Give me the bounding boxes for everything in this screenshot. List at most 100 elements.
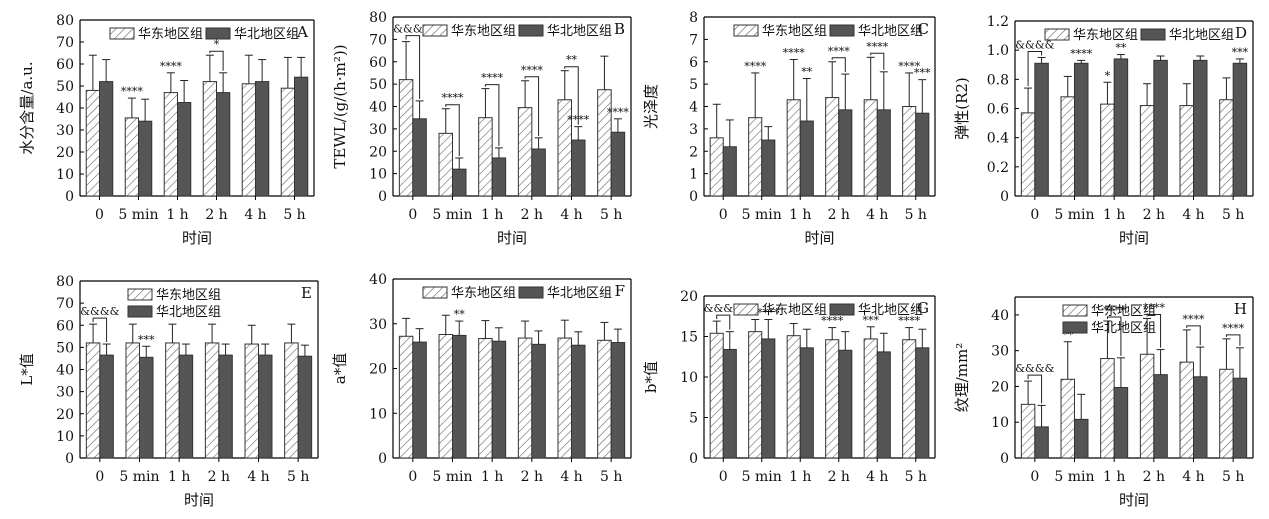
- significance-bracket: [1027, 50, 1043, 87]
- bar-east: [478, 338, 493, 459]
- x-tick-label: 0: [408, 207, 417, 223]
- x-tick-label: 5 min: [432, 469, 472, 485]
- bar-north: [297, 355, 313, 459]
- bar-north: [178, 354, 194, 459]
- y-axis-label: 水分含量/a.u.: [18, 61, 36, 154]
- y-tick-label: 1: [689, 167, 698, 183]
- legend-swatch-north: [205, 27, 231, 40]
- y-tick-label: 40: [369, 272, 387, 288]
- x-tick-label: 4 h: [244, 207, 266, 223]
- x-tick-label: 5 min: [742, 469, 782, 485]
- y-tick-label: 10: [56, 167, 74, 183]
- bar-north: [915, 112, 930, 197]
- bar-east: [709, 332, 724, 459]
- legend-swatch-east: [109, 27, 135, 40]
- legend-label: 华东地区组: [156, 288, 221, 303]
- bar-east: [125, 342, 141, 459]
- x-tick-label: 5 h: [905, 207, 927, 223]
- legend-swatch-north: [1062, 321, 1088, 334]
- legend-swatch-east: [1044, 28, 1070, 41]
- panel-label: H: [1234, 300, 1247, 318]
- bar-north: [1074, 62, 1089, 197]
- bar-east: [825, 97, 840, 197]
- x-tick-label: 2 h: [1143, 469, 1165, 485]
- x-tick-label: 5 min: [118, 207, 158, 223]
- significance-mark: ****: [121, 85, 144, 98]
- x-tick-label: 1 h: [168, 469, 190, 485]
- legend-label: 华北地区组: [234, 27, 299, 42]
- bar-east: [1179, 105, 1194, 197]
- bar-north: [915, 347, 930, 459]
- legend-label: 华北地区组: [1169, 28, 1234, 43]
- bar-north: [138, 120, 153, 197]
- bar-east: [241, 83, 257, 197]
- bar-north: [1074, 418, 1089, 459]
- bar-east: [1020, 112, 1036, 197]
- y-tick-label: 80: [56, 13, 74, 29]
- y-tick-label: 0: [689, 451, 698, 467]
- bar-north: [876, 109, 891, 197]
- x-axis-label: 时间: [182, 229, 212, 247]
- bar-east: [284, 342, 299, 459]
- x-tick-label: 5 min: [119, 469, 159, 485]
- y-axis-label: 弹性(R2): [953, 77, 971, 140]
- significance-mark: ****: [442, 92, 465, 105]
- y-tick-label: 10: [680, 370, 698, 386]
- y-tick-label: 6: [689, 55, 698, 71]
- bar-east: [1060, 378, 1075, 459]
- significance-bracket: [209, 50, 224, 71]
- bar-north: [1113, 58, 1129, 197]
- x-tick-label: 5 min: [742, 207, 782, 223]
- legend-swatch-east: [422, 286, 448, 299]
- significance-bracket: [831, 57, 846, 73]
- x-tick-label: 0: [1030, 207, 1039, 223]
- y-tick-label: 15: [680, 330, 698, 346]
- bar-east: [85, 342, 101, 459]
- significance-bracket: [1027, 374, 1043, 404]
- legend-swatch-north: [127, 305, 153, 318]
- y-tick-label: 7: [689, 32, 698, 48]
- legend-swatch-north: [518, 24, 544, 37]
- x-tick-label: 4 h: [1182, 469, 1204, 485]
- x-axis-label: 时间: [184, 491, 214, 509]
- y-tick-label: 0: [378, 451, 387, 467]
- x-tick-label: 4 h: [560, 207, 582, 223]
- x-tick-label: 1 h: [481, 207, 503, 223]
- significance-mark: ****: [1222, 322, 1245, 335]
- legend-label: 华东地区组: [1073, 28, 1138, 43]
- x-tick-label: 4 h: [560, 469, 582, 485]
- x-tick-label: 1 h: [789, 207, 811, 223]
- bar-north: [216, 92, 231, 197]
- legend-swatch-north: [518, 286, 544, 299]
- significance-mark: ****: [607, 106, 630, 119]
- bar-north: [258, 354, 273, 459]
- significance-bracket: [716, 314, 731, 330]
- x-tick-label: 1 h: [166, 207, 188, 223]
- y-tick-label: 0: [1000, 451, 1009, 467]
- x-tick-label: 2 h: [521, 469, 543, 485]
- x-tick-label: 0: [95, 207, 104, 223]
- legend-swatch-north: [829, 303, 855, 316]
- bar-east: [438, 333, 454, 459]
- y-tick-label: 0.6: [987, 102, 1009, 118]
- significance-mark: ****: [744, 60, 767, 73]
- panel-label: A: [296, 23, 308, 41]
- legend-label: 华北地区组: [1091, 321, 1156, 336]
- significance-mark: ****: [1103, 304, 1126, 317]
- legend-swatch-east: [733, 24, 759, 37]
- x-tick-label: 5 h: [287, 469, 309, 485]
- bar-east: [902, 106, 917, 197]
- bar-east: [438, 132, 454, 197]
- y-tick-label: 0: [689, 189, 698, 205]
- x-tick-label: 5 h: [1222, 469, 1244, 485]
- significance-mark: ****: [828, 45, 851, 58]
- significance-mark: ****: [521, 64, 544, 77]
- legend-label: 华北地区组: [156, 305, 221, 320]
- bar-north: [1193, 376, 1208, 459]
- x-tick-label: 5 min: [432, 207, 472, 223]
- legend-label: 华东地区组: [451, 24, 516, 39]
- significance-mark: &&&&: [1015, 38, 1054, 51]
- y-tick-label: 0.8: [987, 72, 1009, 88]
- x-tick-label: 0: [719, 469, 728, 485]
